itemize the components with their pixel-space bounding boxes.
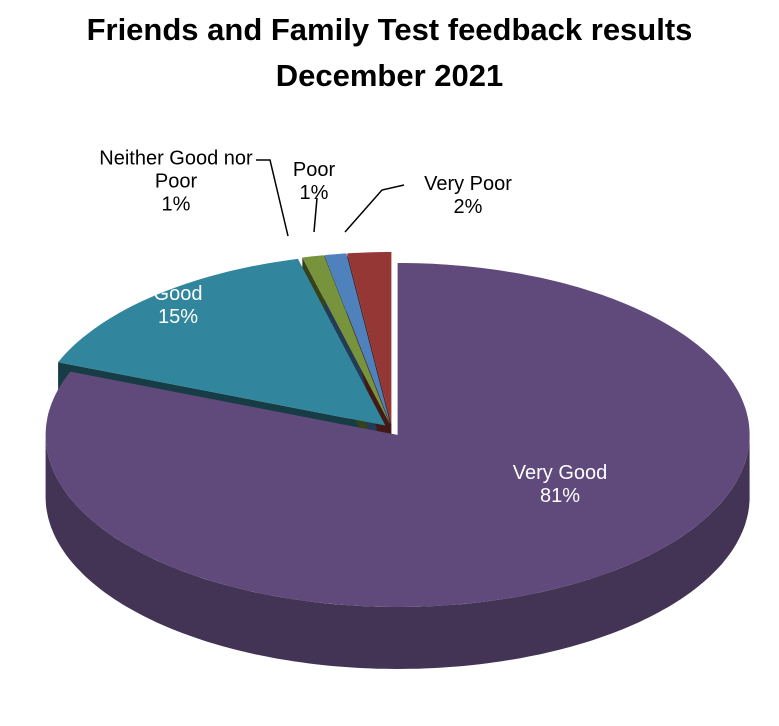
leader-line (256, 159, 289, 237)
leader-line (344, 184, 405, 233)
data-label: Poor 1% (293, 159, 335, 205)
value-label: 1% (161, 193, 191, 216)
chart-title: Friends and Family Test feedback results (86, 12, 693, 47)
value-label: 2% (453, 196, 483, 218)
value-label: 1% (299, 182, 329, 204)
value-label: 81% (539, 485, 581, 507)
category-label: Very Poor (424, 173, 512, 195)
category-label: Neither Good nor Poor (99, 147, 253, 193)
slice (302, 255, 390, 425)
data-label: Neither Good nor Poor 1% (91, 148, 261, 217)
category-label: Good (153, 283, 203, 305)
chart-subtitle: December 2021 (275, 58, 504, 93)
data-label: Good 15% (154, 283, 203, 329)
slice (58, 258, 386, 426)
slice (324, 253, 391, 425)
slice (347, 252, 392, 424)
value-label: 15% (157, 306, 199, 328)
data-label: Very Good 81% (513, 462, 608, 508)
data-label: Very Poor 2% (424, 173, 512, 219)
slice-wall (45, 435, 750, 669)
slice (45, 263, 750, 607)
leader-line (313, 197, 318, 233)
category-label: Poor (292, 159, 336, 181)
category-label: Very Good (512, 462, 608, 484)
